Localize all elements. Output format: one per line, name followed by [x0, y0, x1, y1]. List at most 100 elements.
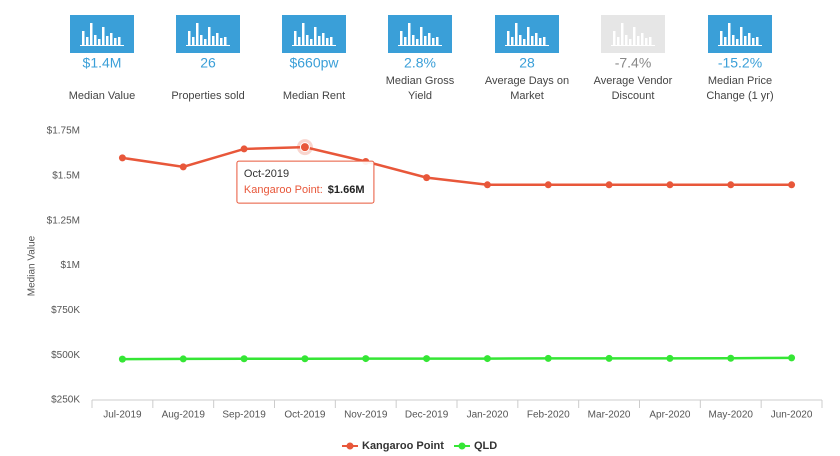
stat-label: Average Days on [485, 75, 569, 87]
y-tick-label: $500K [51, 350, 80, 361]
x-tick-label: Apr-2020 [649, 410, 691, 421]
icon-bar [314, 27, 317, 45]
stat-value: -15.2% [718, 55, 762, 71]
icon-bar [220, 38, 223, 45]
icon-base [718, 45, 762, 46]
point [666, 354, 674, 362]
x-tick-label: Mar-2020 [588, 410, 631, 421]
y-tick-label: $1.75M [47, 126, 80, 137]
stat-label: Average Vendor [594, 75, 673, 87]
tooltip-title: Oct-2019 [244, 168, 289, 180]
icon-bar [523, 39, 526, 45]
icon-bar [106, 36, 109, 45]
icon-bar [720, 31, 723, 45]
icon-bar [216, 33, 219, 45]
icon-bar [208, 27, 211, 45]
point [240, 355, 248, 363]
icon-bar [637, 36, 640, 45]
icon-bar [420, 27, 423, 45]
x-tick-label: May-2020 [709, 410, 754, 421]
point [423, 355, 431, 363]
x-tick-label: Dec-2019 [405, 410, 449, 421]
tooltip-label: Kangaroo Point: [244, 184, 323, 196]
icon-bar [625, 35, 628, 45]
point [118, 355, 126, 363]
icon-bar [428, 33, 431, 45]
icon-bar [633, 27, 636, 45]
stat-label: Market [510, 90, 544, 102]
icon-bar [118, 37, 121, 45]
y-tick-label: $1M [61, 260, 80, 271]
icon-bar [416, 39, 419, 45]
y-tick-label: $1.5M [52, 170, 80, 181]
icon-bar [543, 37, 546, 45]
y-tick-label: $250K [51, 395, 80, 406]
x-tick-label: Jan-2020 [467, 410, 509, 421]
icon-bar [82, 31, 85, 45]
icon-bar [114, 38, 117, 45]
point [544, 181, 552, 189]
highlight-point [299, 142, 310, 153]
icon-bar [306, 35, 309, 45]
icon-bar [535, 33, 538, 45]
icon-bar [298, 37, 301, 45]
stat-label: Yield [408, 90, 432, 102]
stat-label: Discount [612, 90, 655, 102]
icon-bar [641, 33, 644, 45]
tooltip [236, 160, 375, 204]
icon-bar [102, 27, 105, 45]
icon-bar [736, 39, 739, 45]
icon-base [80, 45, 124, 46]
icon-bar [110, 33, 113, 45]
icon-bar [436, 37, 439, 45]
icon-bar [224, 37, 227, 45]
x-tick-label: Jul-2019 [103, 410, 142, 421]
legend-label: QLD [474, 440, 497, 452]
point [179, 355, 187, 363]
icon-bar [756, 37, 759, 45]
icon-bar [204, 39, 207, 45]
tooltip-value: $1.66M [328, 184, 365, 196]
point [483, 181, 491, 189]
stat-value: -7.4% [615, 55, 652, 71]
point [788, 354, 796, 362]
icon-bar [613, 31, 616, 45]
icon-bar [748, 33, 751, 45]
icon-bar [294, 31, 297, 45]
stat-label: Change (1 yr) [706, 90, 773, 102]
point [727, 354, 735, 362]
icon-base [186, 45, 230, 46]
icon-bar [86, 37, 89, 45]
x-tick-label: Feb-2020 [527, 410, 570, 421]
icon-bar [424, 36, 427, 45]
point [605, 354, 613, 362]
icon-base [398, 45, 442, 46]
point [423, 174, 431, 182]
icon-bar [724, 37, 727, 45]
icon-bar [400, 31, 403, 45]
line [122, 145, 792, 187]
icon-bar [511, 37, 514, 45]
icon-bar [408, 23, 411, 45]
icon-bar [539, 38, 542, 45]
icon-base [505, 45, 549, 46]
stat-label: Median Price [708, 75, 772, 87]
legend-marker [458, 442, 466, 450]
point [605, 181, 613, 189]
y-axis-title: Median Value [27, 235, 38, 296]
stat-value: 26 [200, 55, 216, 71]
stat-value: 2.8% [404, 55, 436, 71]
icon-bar [94, 35, 97, 45]
stat-label: Median Value [69, 90, 135, 102]
icon-bar [645, 38, 648, 45]
icon-bar [98, 39, 101, 45]
stat-label: Properties sold [171, 90, 244, 102]
point [301, 355, 309, 363]
x-tick-label: Sep-2019 [222, 410, 266, 421]
icon-bar [740, 27, 743, 45]
y-tick-label: $1.25M [47, 215, 80, 226]
icon-bar [212, 36, 215, 45]
icon-bar [507, 31, 510, 45]
x-tick-label: Nov-2019 [344, 410, 388, 421]
